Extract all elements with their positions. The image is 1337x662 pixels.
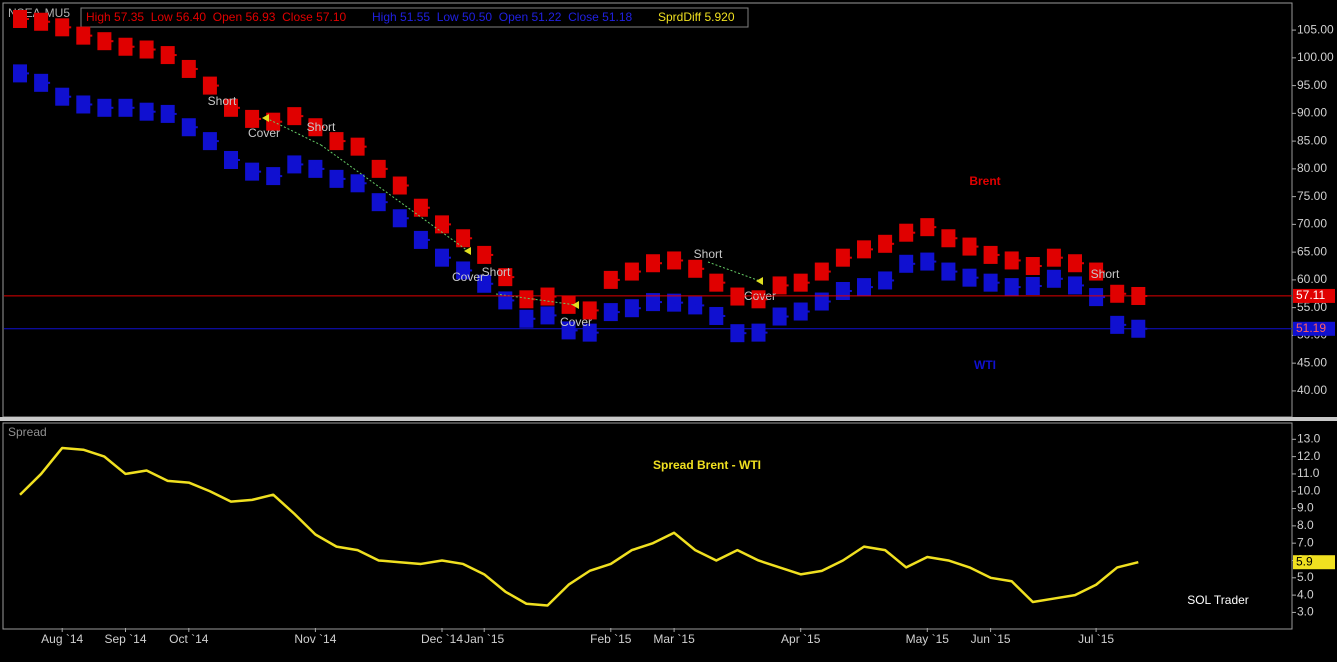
x-tick-label: Feb `15 <box>590 632 632 646</box>
y-tick-label: 3.0 <box>1297 605 1314 619</box>
last-value-box <box>1293 555 1335 570</box>
last-value-label: 5.9 <box>1296 554 1313 568</box>
y-tick-label: 12.0 <box>1297 449 1321 463</box>
signal-arrow <box>572 301 579 309</box>
y-tick-label: 70.00 <box>1297 217 1327 231</box>
panel-divider <box>0 417 1337 421</box>
y-tick-label: 105.00 <box>1297 22 1334 36</box>
y-tick-label: 65.00 <box>1297 244 1327 258</box>
spread-quote: SprdDiff 5.920 <box>658 10 735 24</box>
y-tick-label: 4.0 <box>1297 587 1314 601</box>
spread-panel <box>2 422 1293 630</box>
x-tick-label: Aug `14 <box>41 632 83 646</box>
y-tick-label: 45.00 <box>1297 355 1327 369</box>
y-tick-label: 7.0 <box>1297 535 1314 549</box>
signal-arrow <box>464 247 471 255</box>
y-tick-label: 85.00 <box>1297 133 1327 147</box>
spread-title: Spread Brent - WTI <box>653 458 761 472</box>
spread-line <box>19 446 1139 607</box>
last-value-box <box>1293 288 1335 303</box>
last-value-label: 51.19 <box>1296 321 1326 335</box>
signal-label: Short <box>1091 267 1120 281</box>
y-tick-label: 80.00 <box>1297 161 1327 175</box>
y-tick-label: 13.0 <box>1297 431 1321 445</box>
y-tick-label: 40.00 <box>1297 383 1327 397</box>
x-tick-label: Sep `14 <box>104 632 146 646</box>
series-label: WTI <box>974 358 996 372</box>
series-label: Brent <box>969 174 1000 188</box>
last-value-box <box>1293 321 1335 336</box>
x-tick-label: Jun `15 <box>971 632 1011 646</box>
panel-label: Spread <box>8 425 47 439</box>
y-tick-label: 8.0 <box>1297 518 1314 532</box>
x-tick-label: Jan `15 <box>464 632 504 646</box>
y-tick-label: 9.0 <box>1297 501 1314 515</box>
y-tick-label: 11.0 <box>1297 466 1320 480</box>
price-bar <box>55 87 70 106</box>
watermark: SOL Trader <box>1187 593 1249 607</box>
trade-line <box>707 261 761 282</box>
x-tick-label: May `15 <box>906 632 950 646</box>
signal-label: Short <box>482 265 511 279</box>
y-tick-label: 100.00 <box>1297 50 1334 64</box>
signal-label: Short <box>208 94 237 108</box>
signal-label: Short <box>307 120 336 134</box>
x-tick-label: Dec `14 <box>421 632 463 646</box>
signal-label: Cover <box>248 126 280 140</box>
x-tick-label: Mar `15 <box>653 632 695 646</box>
price-bar <box>55 18 70 37</box>
x-tick-label: Oct `14 <box>169 632 209 646</box>
y-tick-label: 5.0 <box>1297 570 1314 584</box>
y-tick-label: 55.00 <box>1297 300 1327 314</box>
signal-label: Short <box>694 247 723 261</box>
y-tick-label: 90.00 <box>1297 106 1327 120</box>
wti-quote: High 51.55 Low 50.50 Open 51.22 Close 51… <box>372 10 633 24</box>
y-tick-label: 75.00 <box>1297 189 1327 203</box>
y-tick-label: 10.0 <box>1297 483 1321 497</box>
signal-arrow <box>756 277 763 285</box>
price-panel <box>2 2 1293 418</box>
x-tick-label: Jul `15 <box>1078 632 1114 646</box>
signal-arrow <box>262 114 269 122</box>
x-tick-label: Nov `14 <box>294 632 336 646</box>
last-value-label: 57.11 <box>1296 288 1325 302</box>
y-tick-label: 60.00 <box>1297 272 1327 286</box>
signal-label: Cover <box>560 315 592 329</box>
quote-box <box>80 7 749 28</box>
y-tick-label: 95.00 <box>1297 78 1327 92</box>
x-tick-label: Apr `15 <box>781 632 821 646</box>
signal-label: Cover <box>452 270 484 284</box>
brent-quote: High 57.35 Low 56.40 Open 56.93 Close 57… <box>86 10 347 24</box>
